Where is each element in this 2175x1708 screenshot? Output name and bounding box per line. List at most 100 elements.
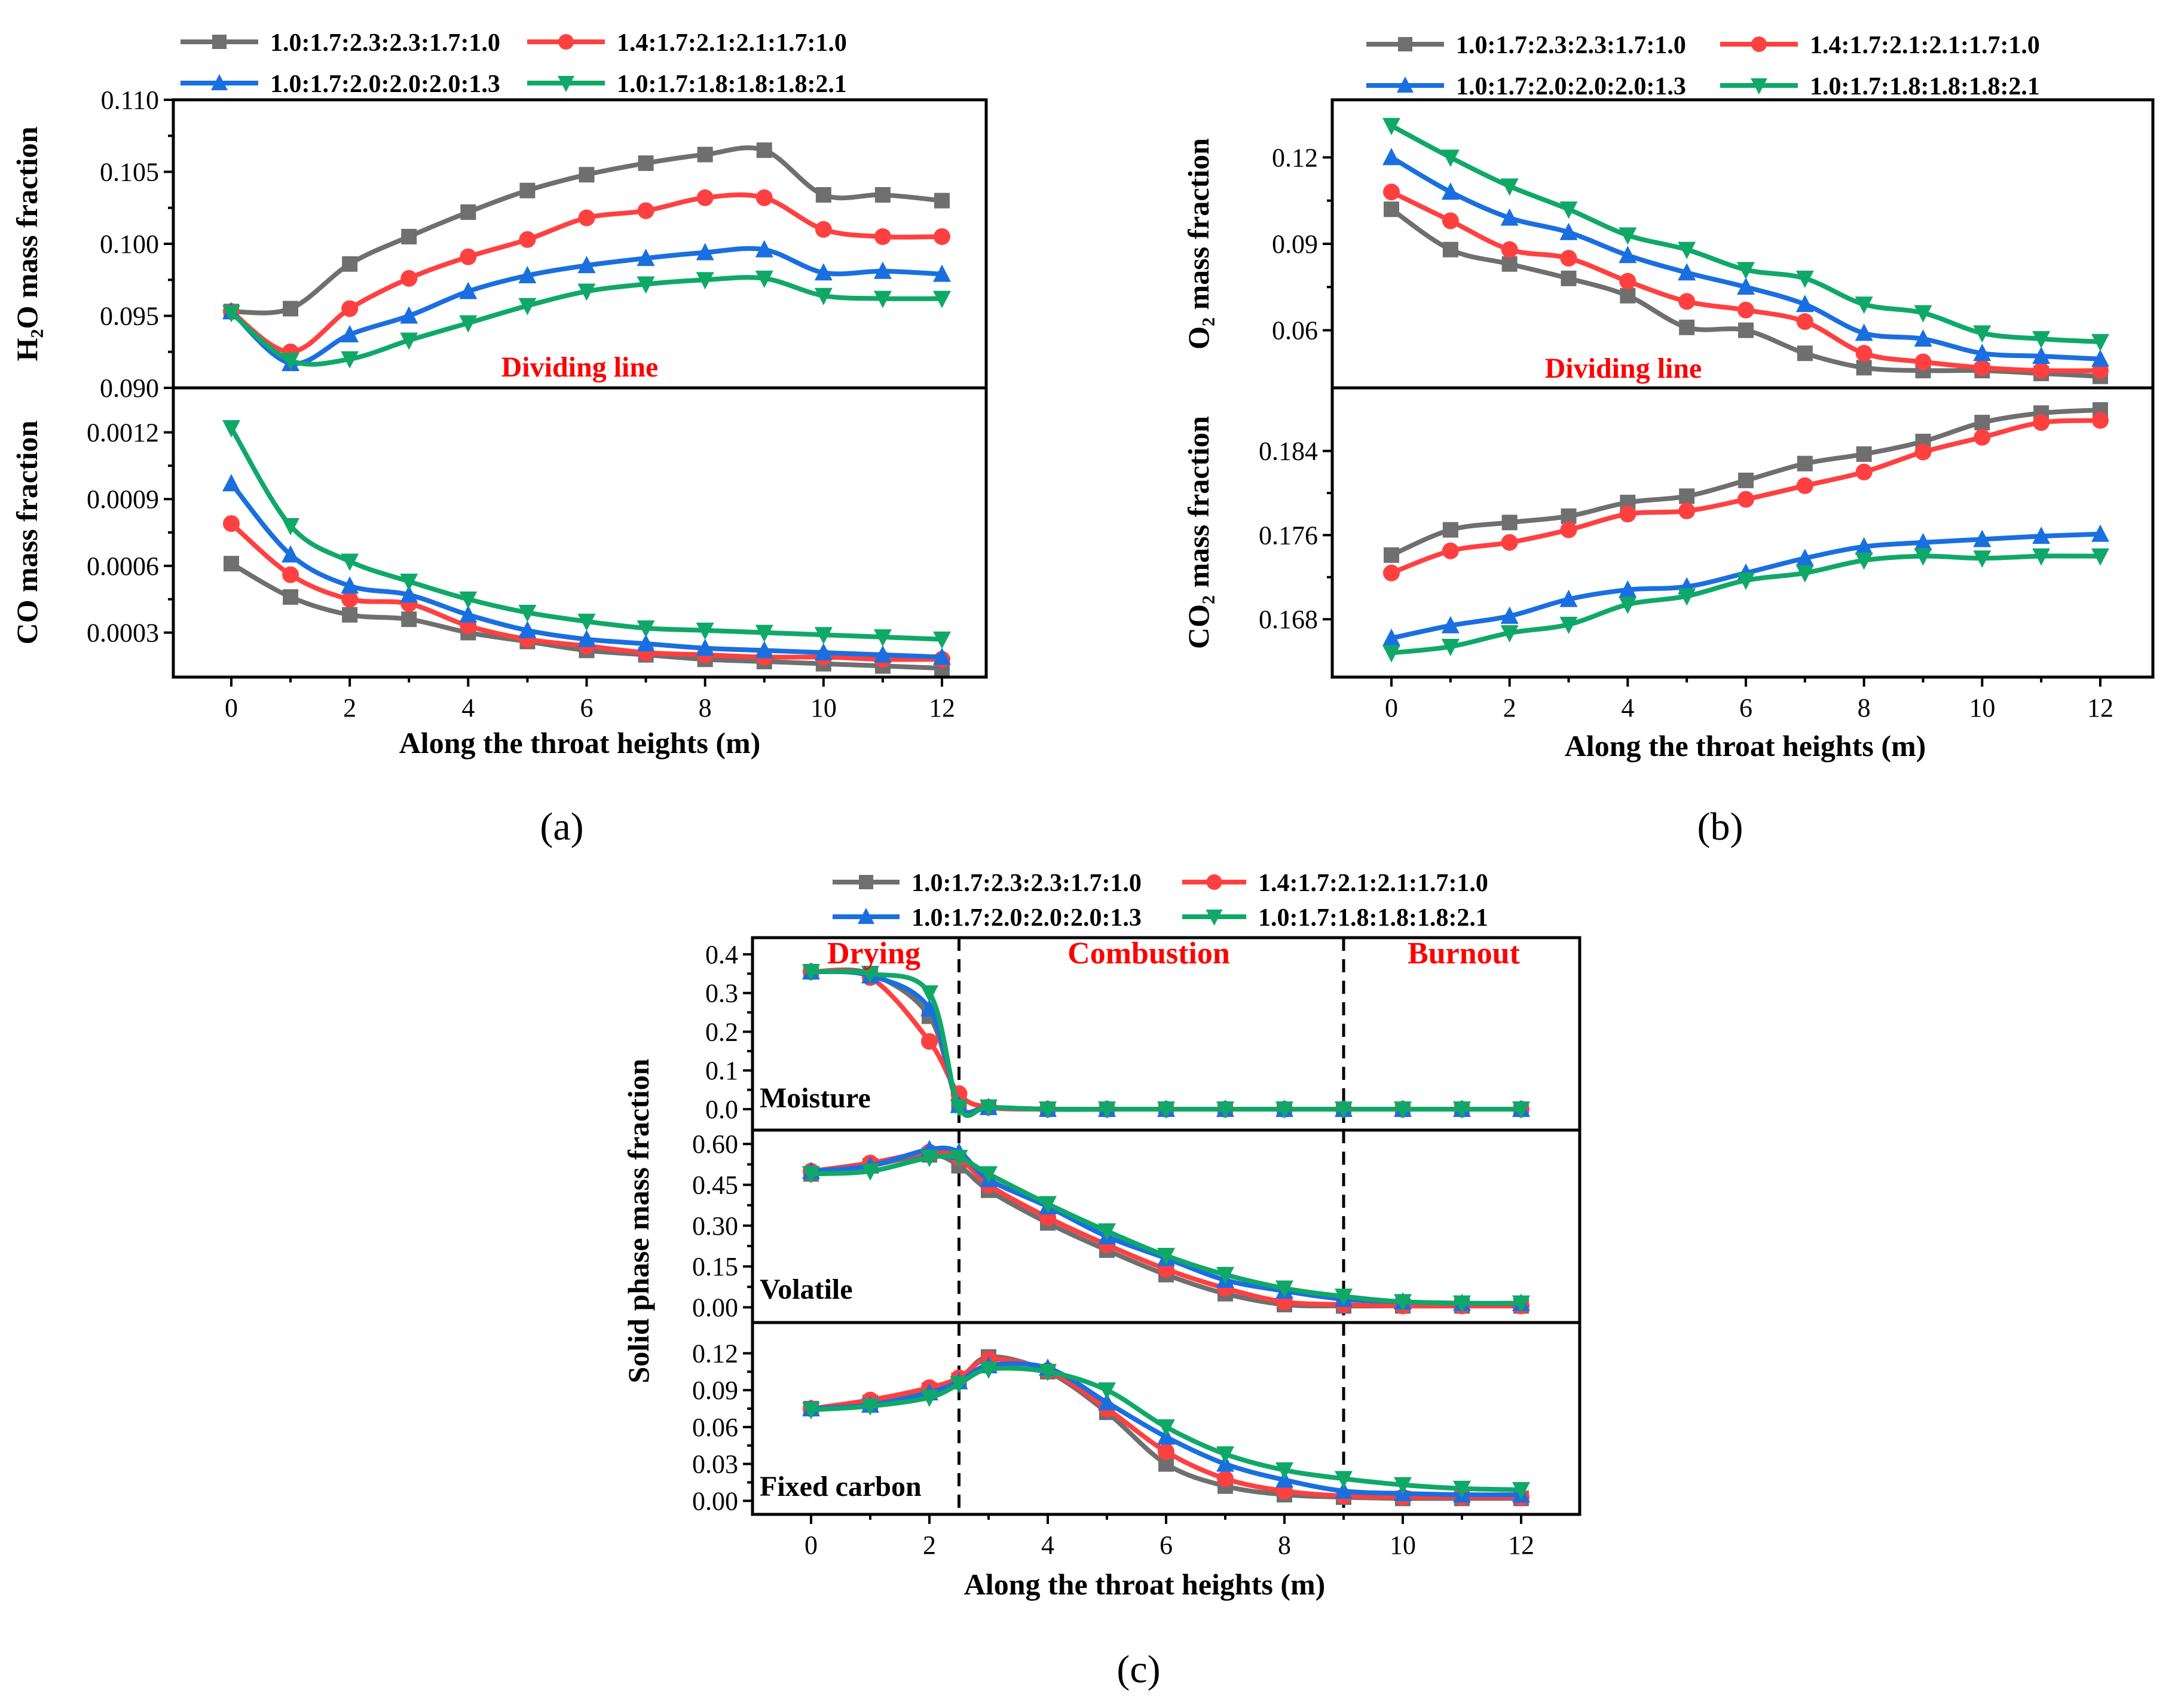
y-tick-label: 0.3 (705, 979, 738, 1008)
triangle-down-marker (950, 1099, 968, 1117)
panel-a: 1.0:1.7:2.3:2.3:1.7:1.0 1.4:1.7:2.1:2.1:1… (10, 29, 988, 849)
triangle-down-marker (282, 518, 300, 535)
triangle-down-marker (802, 1166, 820, 1184)
triangle-up-marker (400, 585, 418, 603)
circle-marker (223, 515, 240, 532)
circle-marker (1914, 353, 1932, 371)
stage-label-combustion: Combustion (1067, 936, 1230, 971)
circle-marker (1619, 506, 1636, 523)
series-2 (1383, 412, 2109, 581)
y-tick-label: 0.30 (692, 1211, 738, 1241)
triangle-up-marker (1559, 589, 1578, 607)
triangle-up-marker (755, 240, 773, 258)
x-tick-label: 10 (1390, 1531, 1416, 1560)
triangle-up-marker (1914, 329, 1932, 347)
triangle-down-marker (1335, 1471, 1353, 1489)
panel-b: 1.0:1.7:2.3:2.3:1.7:1.0 1.4:1.7:2.1:2.1:1… (1182, 32, 2155, 849)
square-marker (1856, 360, 1872, 376)
triangle-down-marker (1500, 625, 1519, 643)
panel-label: (a) (540, 805, 583, 849)
circle-marker (1678, 502, 1696, 519)
series-1 (803, 1147, 1529, 1314)
legend: 1.0:1.7:2.3:2.3:1.7:1.0 1.4:1.7:2.1:2.1:1… (1366, 32, 2040, 100)
triangle-up-marker (814, 263, 833, 281)
square-marker (1620, 287, 1636, 304)
x-tick-label: 4 (1621, 693, 1634, 723)
legend-label: 1.0:1.7:2.3:2.3:1.7:1.0 (270, 29, 500, 57)
y-tick-label: 0.095 (100, 302, 159, 331)
series-4 (222, 420, 951, 649)
series-3 (222, 474, 951, 665)
triangle-down-marker (1453, 1295, 1471, 1313)
series-3 (222, 240, 951, 372)
square-marker (579, 167, 595, 183)
x-tick-label: 12 (1508, 1531, 1534, 1560)
circle-marker (519, 231, 536, 248)
square-marker (638, 155, 654, 172)
y-tick-label: 0.0003 (87, 619, 159, 648)
triangle-down-marker (1275, 1462, 1293, 1480)
series-line (229, 426, 943, 642)
triangle-up-marker (459, 281, 478, 299)
series-1 (1384, 402, 2108, 563)
triangle-down-marker (1275, 1101, 1293, 1119)
x-tick-label: 8 (1858, 693, 1871, 723)
y-tick-label: 0.0009 (87, 485, 159, 514)
triangle-down-marker (1737, 262, 1755, 280)
subplot: 0.00 0.15 0.30 0.45 0.60 Volatile (692, 1128, 1581, 1324)
triangle-down-marker (1441, 149, 1460, 167)
y-axis-label: Solid phase mass fraction (622, 1058, 655, 1383)
triangle-down-marker (1795, 270, 1814, 288)
series-4 (802, 964, 1530, 1119)
series-2 (1383, 183, 2109, 379)
square-marker (212, 35, 227, 49)
circle-marker (1158, 1443, 1174, 1461)
circle-marker (815, 221, 832, 238)
triangle-down-marker (2032, 548, 2051, 566)
square-marker (1738, 472, 1754, 488)
subplot-label: Moisture (760, 1082, 871, 1114)
triangle-down-marker (1855, 296, 1873, 314)
triangle-down-marker (814, 287, 833, 305)
triangle-down-marker (1737, 573, 1755, 590)
triangle-down-marker (1098, 1101, 1116, 1119)
square-marker (1501, 256, 1518, 272)
circle-marker (282, 566, 299, 583)
y-axis-label: O₂ mass fraction (1182, 138, 1215, 350)
square-marker (1384, 201, 1399, 218)
legend-label: 1.0:1.7:2.3:2.3:1.7:1.0 (1456, 32, 1686, 59)
triangle-up-marker (755, 641, 773, 659)
y-tick-label: 0.105 (100, 158, 159, 187)
x-axis-label: Along the throat heights (m) (399, 726, 761, 760)
y-tick-label: 0.1 (705, 1056, 738, 1085)
square-marker (1974, 415, 1990, 431)
y-tick-label: 0.09 (692, 1376, 738, 1405)
subplot: 0.090 0.095 0.100 0.105 0.110 H₂O mass fracti… (10, 85, 988, 403)
y-tick-label: 0.12 (692, 1339, 738, 1368)
x-tick-label: 8 (699, 693, 712, 723)
triangle-down-marker (1619, 596, 1637, 614)
triangle-down-marker (2032, 331, 2051, 349)
panel-label: (c) (1116, 1648, 1160, 1691)
circle-marker (400, 270, 418, 287)
y-tick-label: 0.0 (705, 1095, 738, 1124)
series-line (810, 969, 1522, 1116)
triangle-up-marker (1855, 323, 1873, 341)
series-line (810, 1149, 1521, 1309)
triangle-down-marker (1619, 227, 1637, 245)
triangle-up-marker (2091, 349, 2109, 367)
circle-marker (1737, 301, 1754, 319)
triangle-down-marker (2091, 333, 2109, 351)
triangle-down-marker (980, 1166, 998, 1184)
square-marker (874, 187, 891, 203)
triangle-up-marker (1441, 182, 1460, 200)
square-marker (1442, 241, 1458, 258)
y-tick-label: 0.0012 (87, 418, 159, 447)
x-tick-label: 0 (1385, 693, 1398, 723)
triangle-up-marker (518, 620, 537, 638)
circle-marker (1560, 521, 1577, 538)
x-tick-label: 6 (1160, 1531, 1173, 1560)
triangle-up-marker (696, 638, 714, 656)
triangle-down-marker (282, 353, 300, 371)
circle-marker (558, 34, 574, 50)
